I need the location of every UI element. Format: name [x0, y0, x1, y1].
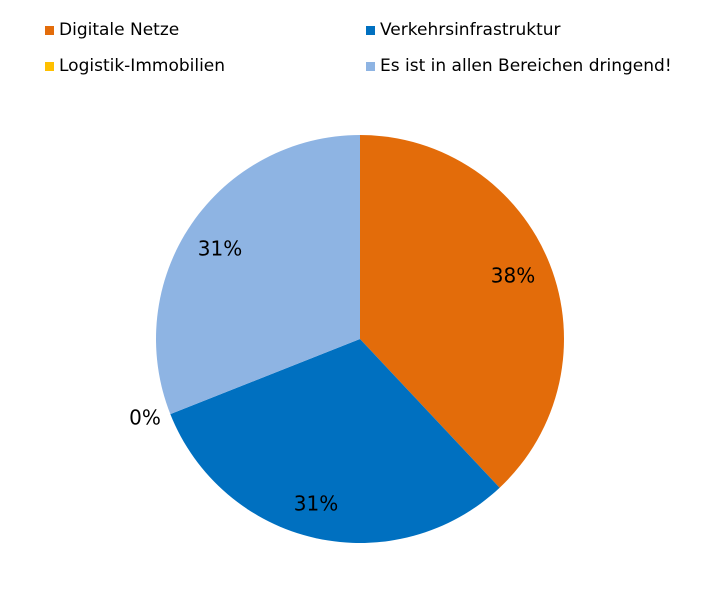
data-label-logistik-immobilien: 0%	[129, 406, 161, 430]
legend: Digitale Netze Verkehrsinfrastruktur Log…	[0, 0, 720, 90]
legend-item-logistik-immobilien: Logistik-Immobilien	[45, 56, 225, 76]
legend-item-alle-bereiche: Es ist in allen Bereichen dringend!	[366, 56, 672, 76]
legend-swatch-icon	[366, 61, 375, 71]
legend-swatch-icon	[366, 25, 375, 35]
pie-slice-digitale-netze	[360, 135, 565, 488]
pie-slice-es-ist-in-allen-bereichen-dringend	[156, 135, 360, 415]
legend-swatch-icon	[45, 25, 54, 35]
pie-slice-verkehrsinfrastruktur	[170, 339, 500, 543]
data-label-verkehrsinfrastruktur: 31%	[294, 492, 338, 516]
legend-swatch-icon	[45, 61, 54, 71]
legend-label: Digitale Netze	[59, 20, 180, 40]
legend-label: Verkehrsinfrastruktur	[380, 20, 561, 40]
legend-item-digitale-netze: Digitale Netze	[45, 20, 179, 40]
legend-label: Es ist in allen Bereichen dringend!	[380, 56, 672, 76]
data-label-digitale-netze: 38%	[491, 264, 535, 288]
legend-item-verkehrsinfrastruktur: Verkehrsinfrastruktur	[366, 20, 561, 40]
data-label-es-ist-in-allen-bereichen-dringend: 31%	[198, 237, 242, 261]
legend-label: Logistik-Immobilien	[59, 56, 226, 76]
